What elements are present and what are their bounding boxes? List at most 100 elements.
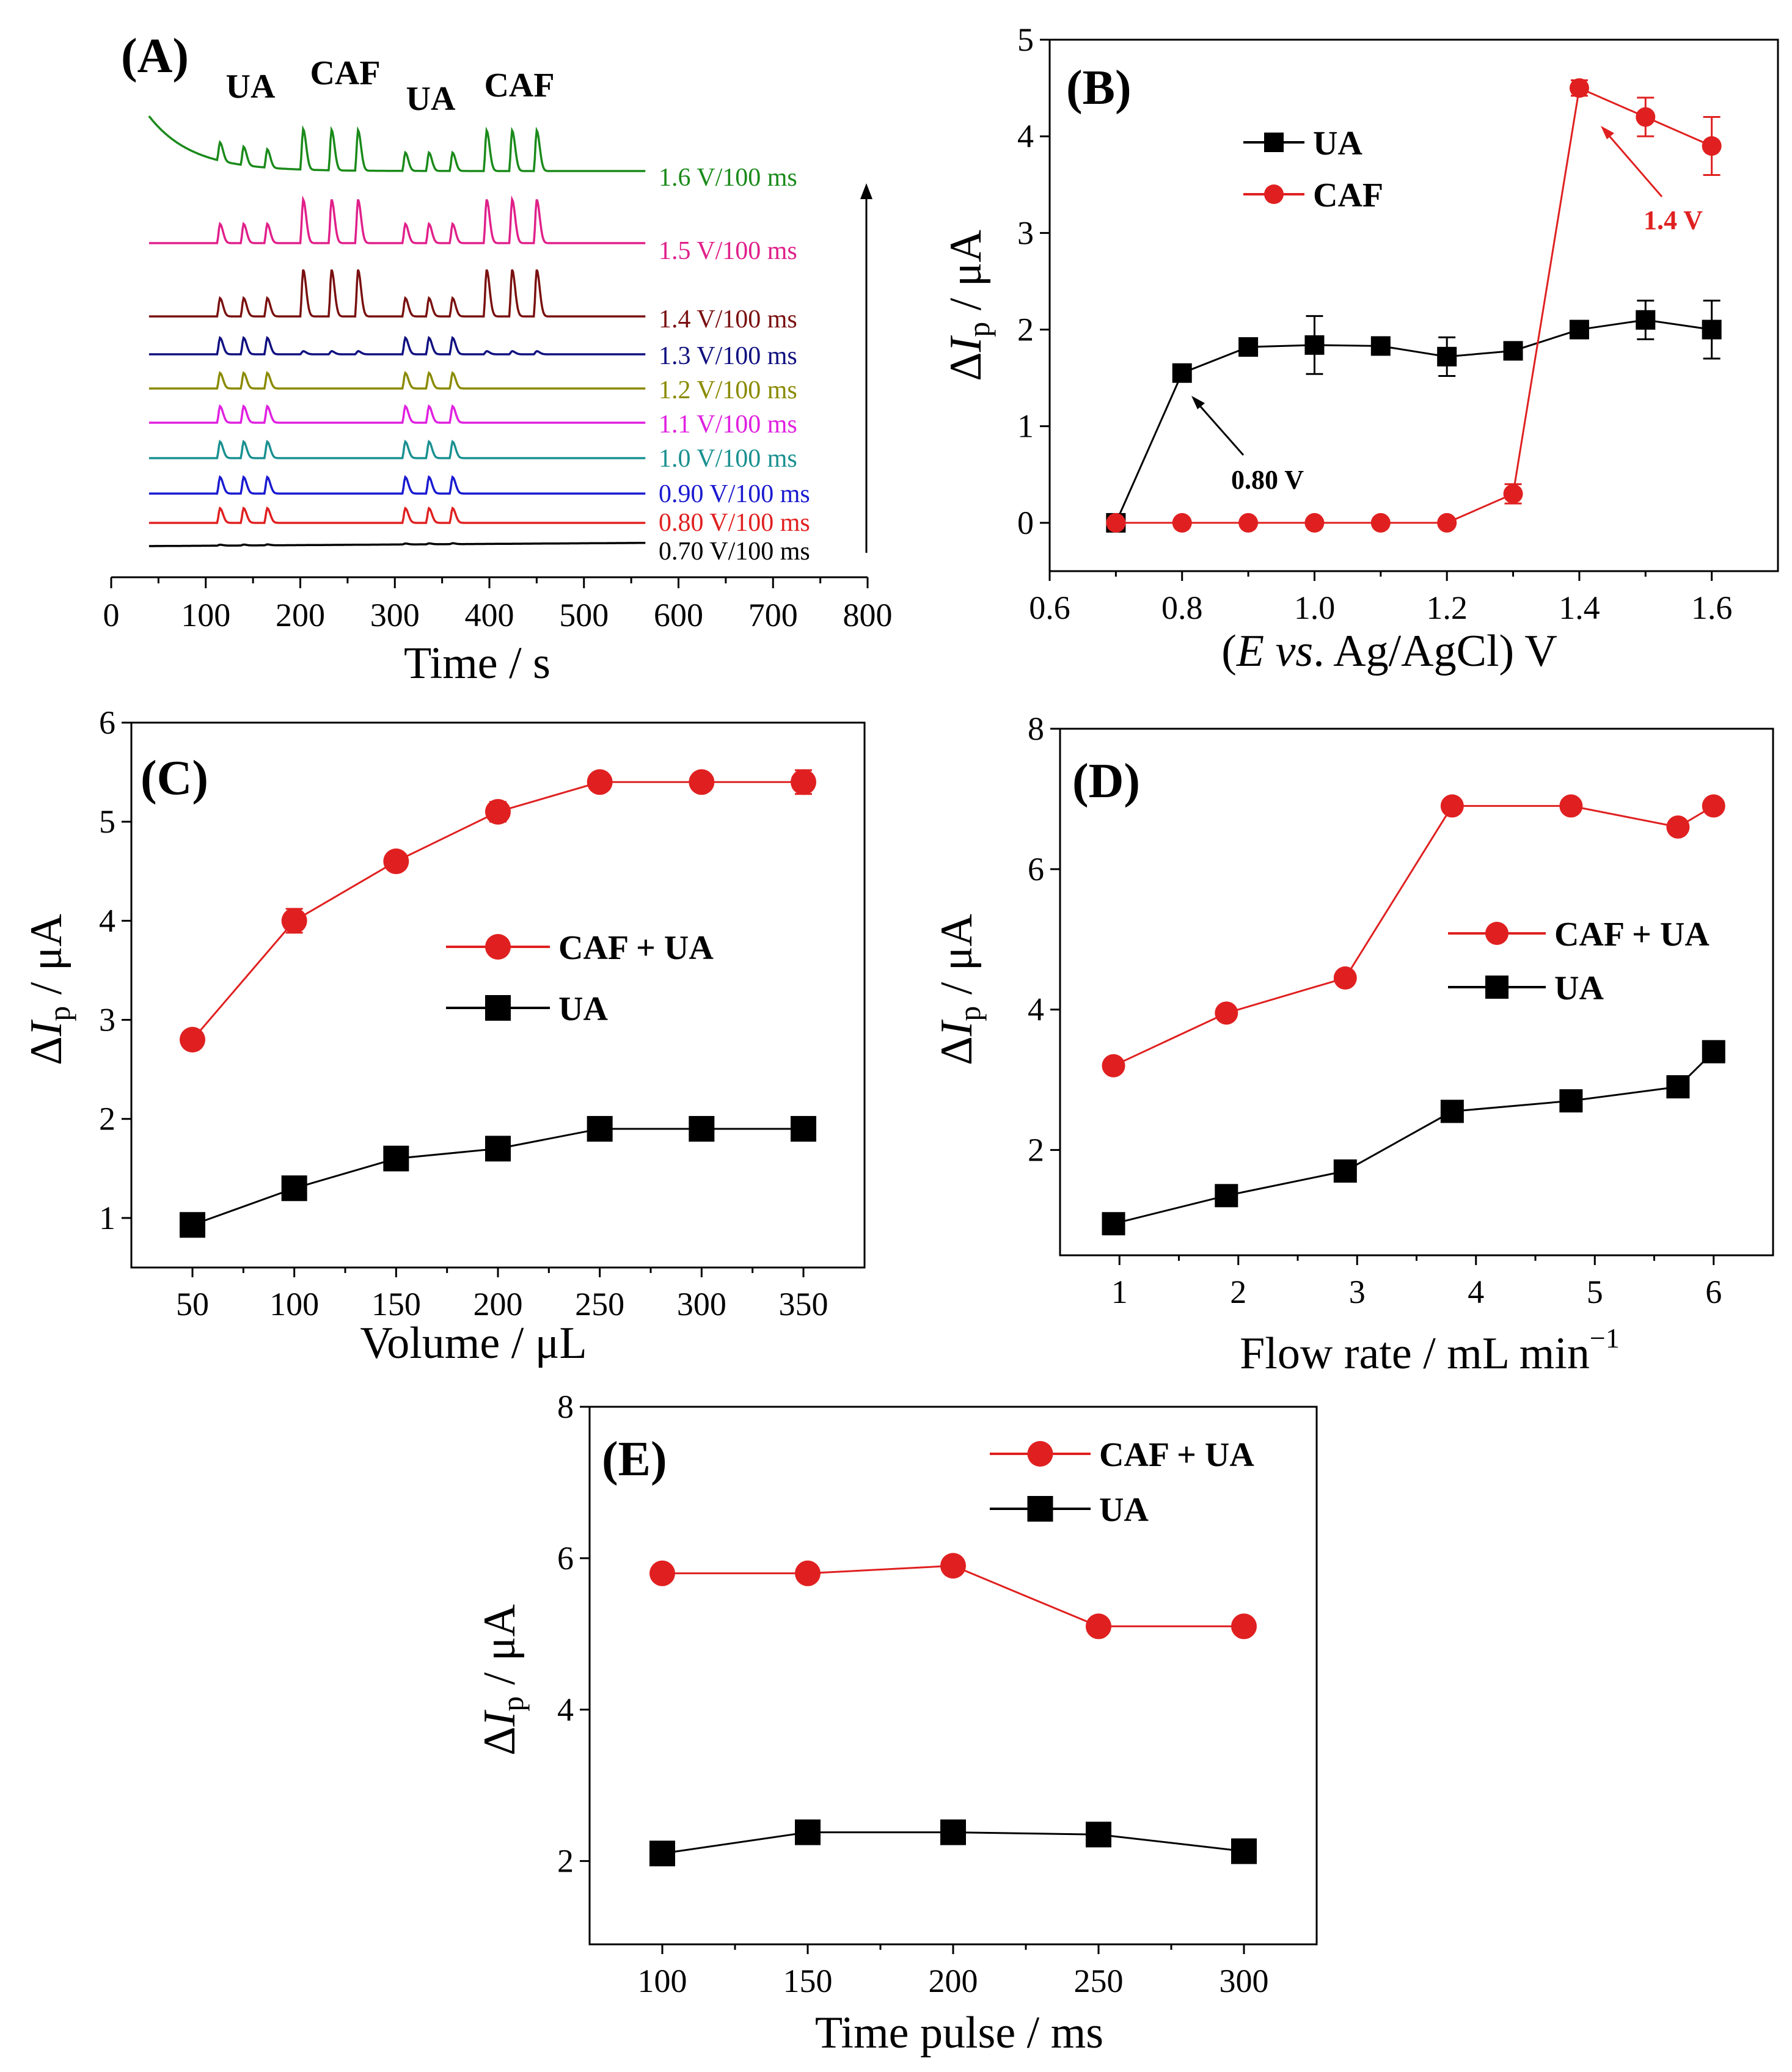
legend-label: CAF bbox=[1313, 177, 1383, 214]
data-point-circle bbox=[1238, 513, 1259, 533]
data-point-circle bbox=[1106, 513, 1126, 533]
x-tick-label: 350 bbox=[779, 1286, 828, 1322]
panel-d: 1 2 3 4 5 6 2 4 6 8 (D) CAF + UA UA Flow rate / mL mi… bbox=[932, 710, 1774, 1379]
data-point-square bbox=[1215, 1184, 1238, 1208]
series-line-square bbox=[1113, 1051, 1714, 1225]
trace-line bbox=[148, 404, 646, 424]
y-tick-label: 8 bbox=[1028, 710, 1044, 747]
annotation-arrowhead bbox=[1191, 396, 1205, 409]
data-point-square bbox=[1503, 341, 1523, 361]
x-tick-label: 0.8 bbox=[1161, 589, 1203, 626]
x-tick-label: 1.4 bbox=[1559, 589, 1600, 626]
data-point-square bbox=[649, 1840, 675, 1867]
y-tick-label: 5 bbox=[99, 803, 115, 840]
data-point-circle bbox=[795, 1560, 821, 1586]
data-point-square bbox=[383, 1145, 409, 1172]
legend-label: UA bbox=[1099, 1491, 1149, 1529]
panel-label: (E) bbox=[602, 1432, 667, 1486]
x-tick-label: 1.0 bbox=[1294, 589, 1336, 626]
y-tick-label: 6 bbox=[1028, 851, 1044, 888]
x-tick-label: 6 bbox=[1705, 1274, 1722, 1310]
trace-line bbox=[148, 195, 646, 244]
y-tick-label: 1 bbox=[1017, 408, 1034, 445]
data-point-square bbox=[791, 1115, 816, 1142]
data-point-square bbox=[1086, 1822, 1111, 1848]
data-point-square bbox=[1238, 337, 1259, 357]
legend-marker bbox=[1264, 133, 1284, 152]
trace-label: 1.2 V/100 ms bbox=[659, 376, 797, 404]
data-point-circle bbox=[1304, 513, 1325, 533]
x-tick-label: 200 bbox=[474, 1286, 523, 1322]
annotation-arrowhead bbox=[1601, 126, 1614, 139]
x-tick-label: 100 bbox=[638, 1963, 687, 1999]
x-axis-title-sup: −1 bbox=[1590, 1322, 1620, 1354]
data-point-circle bbox=[1172, 513, 1192, 533]
peak-label: CAF bbox=[310, 54, 380, 92]
trace-line bbox=[148, 439, 646, 459]
panel-c: 50 100 150 200 250 300 350 1 2 3 4 5 6 (C) CAF + UA UA V… bbox=[21, 704, 866, 1368]
trace-line bbox=[148, 115, 646, 172]
trace-label: 0.70 V/100 ms bbox=[659, 538, 810, 566]
data-point-circle bbox=[1503, 484, 1523, 504]
panel-label: (B) bbox=[1066, 61, 1132, 115]
data-point-square bbox=[1102, 1212, 1125, 1236]
data-point-circle bbox=[1231, 1613, 1257, 1640]
x-tick-label: 5 bbox=[1587, 1274, 1603, 1310]
x-tick-label: 700 bbox=[748, 597, 798, 633]
data-point-circle bbox=[1370, 513, 1391, 533]
panel-label: (A) bbox=[121, 29, 189, 83]
x-tick-label: 4 bbox=[1468, 1274, 1484, 1310]
x-tick-label: 150 bbox=[371, 1286, 421, 1322]
y-tick-label: 5 bbox=[1017, 21, 1034, 58]
data-point-square bbox=[1172, 363, 1192, 383]
annotation-label: 1.4 V bbox=[1644, 205, 1703, 235]
y-axis-title: ΔIp / μA bbox=[475, 1604, 530, 1756]
data-point-circle bbox=[383, 848, 409, 875]
y-tick-label: 2 bbox=[99, 1101, 115, 1137]
x-tick-label: 250 bbox=[575, 1286, 624, 1322]
trace-line bbox=[148, 506, 646, 524]
data-point-square bbox=[795, 1819, 821, 1845]
y-tick-label: 4 bbox=[557, 1691, 574, 1728]
x-tick-label: 50 bbox=[176, 1286, 209, 1322]
data-point-circle bbox=[1086, 1613, 1111, 1640]
data-point-circle bbox=[1666, 815, 1690, 839]
x-tick-label: 300 bbox=[370, 597, 420, 633]
plot-frame bbox=[1048, 38, 1779, 572]
y-axis-title: ΔIp / μA bbox=[932, 914, 987, 1065]
annotation-arrow bbox=[1196, 403, 1245, 456]
x-tick-label: 2 bbox=[1230, 1274, 1246, 1310]
y-tick-label: 3 bbox=[1017, 214, 1034, 251]
trace-label: 1.3 V/100 ms bbox=[659, 342, 797, 370]
panel-b: 0.6 0.8 1.0 1.2 1.4 1.6 0 1 2 3 4 5 (B) UA CAF (E vs. A… bbox=[941, 21, 1779, 676]
y-tick-label: 3 bbox=[99, 1002, 115, 1038]
data-point-square bbox=[1636, 310, 1656, 330]
y-tick-label: 8 bbox=[557, 1388, 574, 1425]
data-point-square bbox=[1702, 319, 1722, 340]
panel-label: (C) bbox=[141, 751, 208, 805]
y-tick-label: 6 bbox=[99, 704, 115, 741]
x-tick-label: 100 bbox=[181, 597, 230, 633]
data-point-square bbox=[1231, 1838, 1257, 1864]
data-point-circle bbox=[1569, 78, 1589, 98]
trace-line bbox=[148, 542, 646, 547]
data-point-circle bbox=[940, 1553, 966, 1579]
y-axis-title: ΔIp / μA bbox=[941, 230, 996, 381]
x-axis-title: Time pulse / ms bbox=[815, 2008, 1103, 2058]
x-axis-title: Time / s bbox=[404, 638, 550, 688]
data-point-circle bbox=[1215, 1001, 1238, 1025]
x-axis-title: Flow rate / mL min−1 bbox=[1240, 1322, 1620, 1379]
data-point-circle bbox=[1333, 966, 1357, 990]
trace-label: 1.0 V/100 ms bbox=[659, 445, 797, 473]
data-point-square bbox=[281, 1175, 307, 1202]
data-point-square bbox=[587, 1115, 613, 1142]
trace-label: 1.4 V/100 ms bbox=[659, 305, 797, 334]
trace-label: 0.90 V/100 ms bbox=[659, 480, 810, 508]
x-tick-label: 0 bbox=[103, 597, 120, 633]
legend-marker bbox=[485, 934, 511, 960]
data-point-square bbox=[940, 1819, 966, 1845]
peak-label: UA bbox=[226, 68, 276, 106]
y-tick-label: 2 bbox=[557, 1843, 574, 1880]
data-point-square bbox=[485, 1136, 511, 1162]
